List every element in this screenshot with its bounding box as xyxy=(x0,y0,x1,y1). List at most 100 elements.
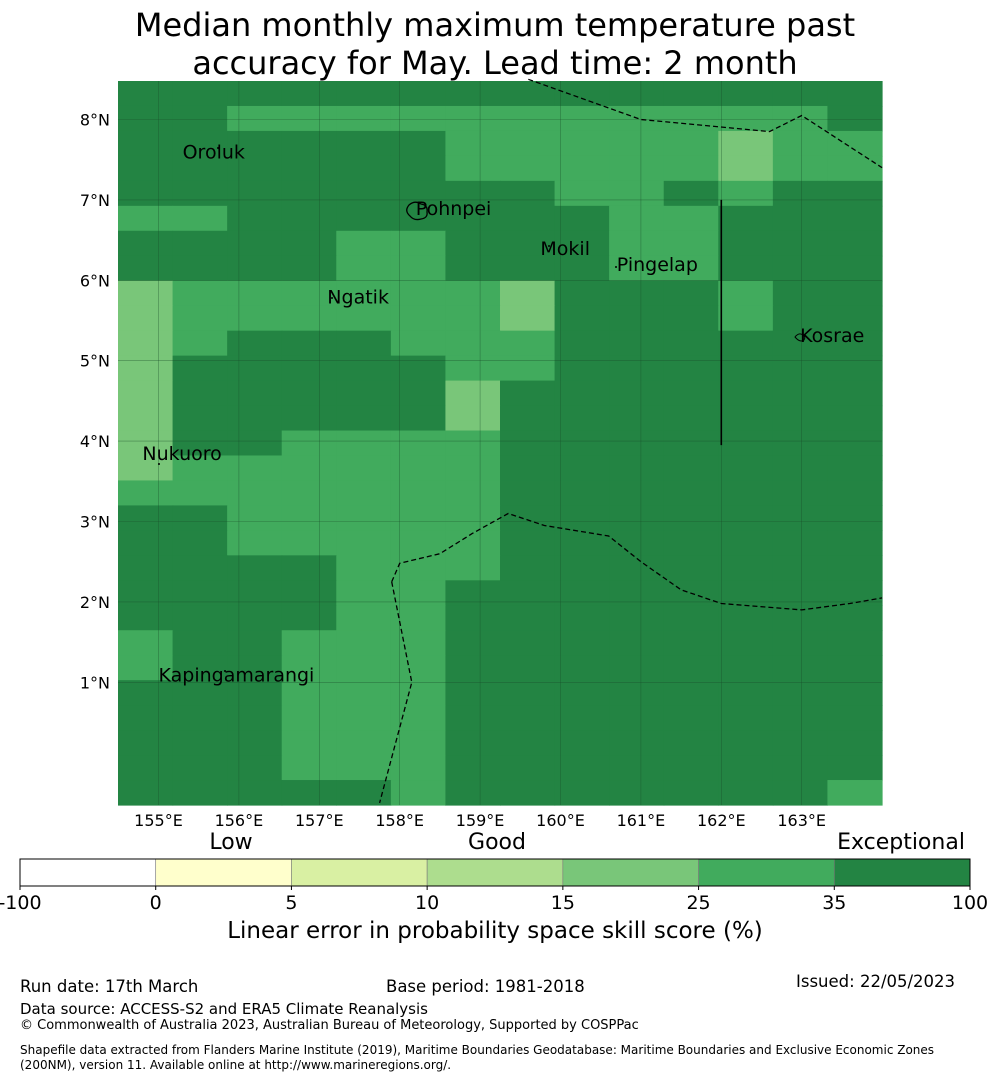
skill-cell xyxy=(281,280,337,307)
skill-cell xyxy=(500,680,556,706)
skill-cell xyxy=(118,380,174,407)
skill-cell xyxy=(609,205,665,232)
skill-cell xyxy=(118,655,174,681)
skill-cell xyxy=(172,230,228,257)
skill-cell xyxy=(281,630,337,656)
skill-cell xyxy=(500,155,556,182)
skill-cell xyxy=(118,730,174,756)
skill-cell xyxy=(172,605,228,631)
skill-cell xyxy=(227,755,283,781)
skill-cell xyxy=(500,530,556,556)
skill-cell xyxy=(172,280,228,307)
skill-cell xyxy=(718,680,774,706)
skill-cell xyxy=(227,305,283,332)
skill-cell xyxy=(609,380,665,407)
skill-cell xyxy=(390,780,447,806)
skill-cell xyxy=(609,505,665,531)
skill-cell xyxy=(827,505,883,531)
skill-cell xyxy=(772,155,829,182)
skill-cell xyxy=(281,405,337,432)
skill-cell xyxy=(772,630,829,656)
skill-cell xyxy=(336,130,392,157)
skill-cell xyxy=(227,605,283,631)
place-label-kosrae: Kosrae xyxy=(800,325,864,347)
lon-tick-label: 158°E xyxy=(375,811,424,830)
skill-cell xyxy=(281,81,337,107)
colorbar-segment xyxy=(155,858,292,887)
skill-cell xyxy=(663,130,719,157)
skill-cell xyxy=(554,81,610,107)
skill-cell xyxy=(827,455,883,482)
skill-cell xyxy=(118,155,174,182)
skill-cell xyxy=(390,730,447,756)
skill-cell xyxy=(663,605,719,631)
skill-cell xyxy=(554,430,610,457)
skill-cell xyxy=(445,405,501,432)
skill-cell xyxy=(718,180,774,207)
data-source: Data source: ACCESS-S2 and ERA5 Climate … xyxy=(20,1000,428,1018)
colorbar-label: Linear error in probability space skill … xyxy=(227,918,763,944)
skill-cell xyxy=(500,555,556,581)
skill-cell xyxy=(718,355,774,382)
skill-cell xyxy=(827,405,883,432)
skill-cell xyxy=(500,355,556,382)
skill-cell xyxy=(118,130,174,157)
skill-cell xyxy=(663,480,719,507)
lon-tick-label: 161°E xyxy=(617,811,666,830)
skill-cell xyxy=(554,230,610,257)
skill-cell xyxy=(227,280,283,307)
category-good: Good xyxy=(468,830,526,855)
skill-cell xyxy=(390,355,447,382)
skill-cell xyxy=(663,780,719,806)
skill-cell xyxy=(772,755,829,781)
skill-cell xyxy=(445,180,501,207)
skill-cell xyxy=(227,555,283,581)
lon-tick-label: 162°E xyxy=(697,811,746,830)
skill-cell xyxy=(227,255,283,282)
lat-tick-label: 3°N xyxy=(80,513,110,532)
skill-cell xyxy=(172,630,228,656)
place-label-oroluk: Oroluk xyxy=(183,142,245,164)
skill-cell xyxy=(772,81,829,107)
skill-cell xyxy=(500,81,556,107)
skill-cell xyxy=(718,555,774,581)
skill-cell xyxy=(772,655,829,681)
skill-cell xyxy=(609,330,665,357)
skill-cell xyxy=(663,81,719,107)
skill-cell xyxy=(554,455,610,482)
colorbar-segment xyxy=(562,858,699,887)
skill-cell xyxy=(281,230,337,257)
skill-cell xyxy=(281,380,337,407)
skill-cell xyxy=(663,655,719,681)
skill-cell xyxy=(227,430,283,457)
skill-cell xyxy=(281,155,337,182)
skill-cell xyxy=(609,605,665,631)
shapefile-line-1: Shapefile data extracted from Flanders M… xyxy=(20,1043,935,1057)
skill-cell xyxy=(718,480,774,507)
skill-cell xyxy=(827,230,883,257)
skill-cell xyxy=(227,205,283,232)
skill-cell xyxy=(281,755,337,781)
skill-cell xyxy=(118,605,174,631)
skill-cell xyxy=(227,330,283,357)
skill-cell xyxy=(336,505,392,531)
skill-cell xyxy=(227,655,283,681)
skill-cell xyxy=(554,630,610,656)
skill-cell xyxy=(663,680,719,706)
skill-cell xyxy=(554,130,610,157)
skill-cell xyxy=(445,205,501,232)
skill-cell xyxy=(172,655,228,681)
skill-cell xyxy=(500,180,556,207)
skill-cell xyxy=(445,705,501,731)
skill-cell xyxy=(500,380,556,407)
skill-cell xyxy=(500,330,556,357)
skill-cell xyxy=(500,455,556,482)
atoll-dot xyxy=(158,463,160,465)
skill-cell xyxy=(609,555,665,581)
skill-cell xyxy=(609,430,665,457)
skill-cell xyxy=(227,405,283,432)
skill-cell xyxy=(772,205,829,232)
place-labels: Oroluk Pohnpei Mokil Pingelap Ngatik Kosrae Nu… xyxy=(142,142,864,687)
skill-cell xyxy=(227,155,283,182)
skill-cell xyxy=(554,755,610,781)
